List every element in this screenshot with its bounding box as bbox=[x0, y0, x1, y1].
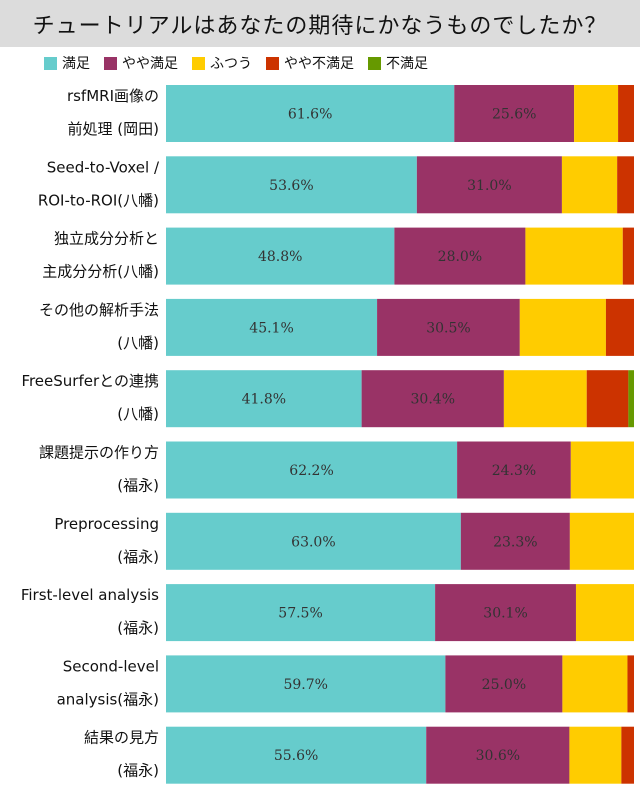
category-label: Second-level bbox=[63, 657, 159, 675]
bar-segment bbox=[166, 441, 458, 499]
data-label: 45.1% bbox=[249, 320, 293, 336]
category-label: 課題提示の作り方 bbox=[39, 444, 159, 462]
category-label: (福永) bbox=[117, 477, 159, 495]
category-label: (福永) bbox=[117, 619, 159, 637]
data-label: 30.1% bbox=[483, 606, 527, 622]
bar-segment bbox=[628, 370, 634, 428]
bar-segment bbox=[166, 370, 362, 428]
data-label: 55.6% bbox=[274, 748, 318, 764]
legend-item-4: 不満足 bbox=[368, 53, 428, 73]
category-label: Preprocessing bbox=[54, 515, 159, 533]
bar-segment bbox=[621, 726, 634, 784]
legend-swatch bbox=[104, 56, 117, 70]
data-label: 30.6% bbox=[476, 748, 520, 764]
category-label: その他の解析手法 bbox=[39, 301, 159, 319]
bar-segment bbox=[166, 298, 378, 356]
legend-label: 満足 bbox=[62, 56, 90, 72]
bar-segment bbox=[622, 227, 634, 285]
category-label: 前処理 (岡田) bbox=[68, 120, 159, 138]
bar-segment bbox=[416, 156, 562, 214]
legend-swatch bbox=[266, 56, 279, 70]
data-label: 62.2% bbox=[289, 463, 333, 479]
legend-item-2: ふつう bbox=[192, 53, 252, 73]
category-label: ROI-to-ROI(八幡) bbox=[38, 191, 159, 209]
legend-label: やや不満足 bbox=[284, 56, 354, 72]
category-label: (福永) bbox=[117, 762, 159, 780]
legend-label: 不満足 bbox=[386, 56, 428, 72]
bar-segment bbox=[460, 512, 570, 570]
legend-item-1: やや満足 bbox=[104, 53, 178, 73]
legend-label: ふつう bbox=[210, 56, 252, 72]
category-label: rsfMRI画像の bbox=[67, 87, 159, 105]
legend-item-3: やや不満足 bbox=[266, 53, 354, 73]
category-label: 結果の見方 bbox=[84, 729, 159, 747]
bar-segment bbox=[445, 655, 563, 713]
data-label: 53.6% bbox=[269, 178, 313, 194]
category-label: (八幡) bbox=[117, 405, 159, 423]
bar-segment bbox=[562, 655, 628, 713]
bar-segment bbox=[166, 156, 417, 214]
bar-segment bbox=[166, 512, 461, 570]
legend-item-0: 満足 bbox=[44, 53, 90, 73]
category-label: (福永) bbox=[117, 548, 159, 566]
bar-segment bbox=[570, 441, 634, 499]
bar-segment bbox=[394, 227, 526, 285]
data-label: 24.3% bbox=[492, 463, 536, 479]
bar-segment bbox=[454, 85, 575, 142]
bar-segment bbox=[569, 512, 634, 570]
data-label: 28.0% bbox=[438, 249, 482, 265]
category-label: 独立成分分析と bbox=[54, 230, 159, 248]
data-label: 25.6% bbox=[492, 107, 536, 123]
chart-title: チュートリアルはあなたの期待にかなうものでしたか？ bbox=[32, 13, 608, 39]
data-label: 30.5% bbox=[426, 320, 470, 336]
chart-title-bar: チュートリアルはあなたの期待にかなうものでしたか？ bbox=[0, 0, 640, 47]
data-label: 48.8% bbox=[258, 249, 302, 265]
data-label: 41.8% bbox=[242, 392, 286, 408]
bar-segment bbox=[361, 370, 504, 428]
bar-segment bbox=[569, 726, 622, 784]
legend-swatch bbox=[44, 56, 57, 70]
bar-segment bbox=[166, 726, 427, 784]
data-label: 25.0% bbox=[482, 677, 526, 693]
bar-segment bbox=[575, 584, 634, 642]
category-label: analysis(福永) bbox=[57, 690, 159, 708]
bar-segment bbox=[561, 156, 618, 214]
bar-segment bbox=[166, 85, 455, 142]
category-label: FreeSurferとの連携 bbox=[21, 372, 159, 390]
data-label: 61.6% bbox=[288, 107, 332, 123]
bar-segment bbox=[166, 655, 446, 713]
category-label: 主成分分析(八幡) bbox=[42, 263, 159, 281]
bar-segment bbox=[166, 227, 395, 285]
bar-segment bbox=[605, 298, 634, 356]
bar-segment bbox=[166, 584, 436, 642]
category-label: First-level analysis bbox=[21, 586, 159, 604]
data-label: 63.0% bbox=[291, 534, 335, 550]
legend-swatch bbox=[192, 56, 205, 70]
data-label: 30.4% bbox=[411, 392, 455, 408]
bar-segment bbox=[426, 726, 570, 784]
legend-label: やや満足 bbox=[122, 56, 178, 72]
data-label: 59.7% bbox=[283, 677, 327, 693]
legend-swatch bbox=[368, 56, 381, 70]
category-label: (八幡) bbox=[117, 334, 159, 352]
bar-segment bbox=[627, 655, 634, 713]
data-label: 23.3% bbox=[493, 534, 537, 550]
bar-segment bbox=[435, 584, 576, 642]
bar-segment bbox=[617, 156, 634, 214]
data-label: 31.0% bbox=[467, 178, 511, 194]
chart-legend: 満足 やや満足 ふつう やや不満足 不満足 bbox=[44, 52, 428, 74]
bar-segment bbox=[377, 298, 520, 356]
category-label: Seed-to-Voxel / bbox=[47, 158, 160, 176]
bar-segment bbox=[586, 370, 629, 428]
bar-segment bbox=[457, 441, 571, 499]
bar-segment bbox=[574, 85, 619, 142]
data-label: 57.5% bbox=[278, 606, 322, 622]
bar-segment bbox=[525, 227, 623, 285]
bar-segment bbox=[503, 370, 587, 428]
bar-segment bbox=[618, 85, 634, 142]
bar-segment bbox=[519, 298, 606, 356]
